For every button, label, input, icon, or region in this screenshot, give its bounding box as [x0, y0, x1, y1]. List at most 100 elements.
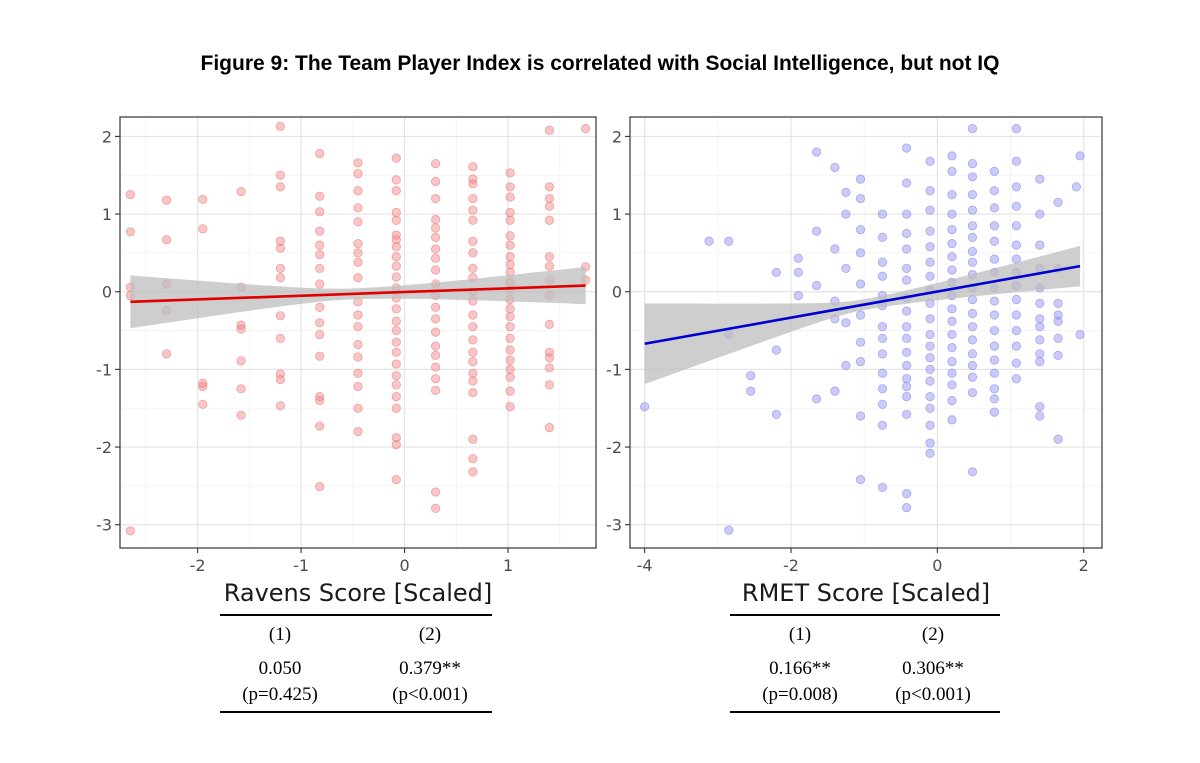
- x-tick-label: -4: [637, 556, 653, 575]
- data-point: [275, 263, 285, 274]
- data-point: [925, 448, 935, 458]
- data-point: [925, 376, 935, 386]
- data-point: [1011, 358, 1021, 368]
- data-point: [989, 254, 1000, 264]
- x-tick-label: 2: [1079, 556, 1089, 575]
- data-point: [236, 324, 246, 334]
- data-point: [1011, 221, 1021, 231]
- x-tick-label: 1: [503, 556, 513, 575]
- data-point: [275, 170, 285, 180]
- data-point: [236, 186, 246, 197]
- data-point: [925, 271, 935, 281]
- data-point: [353, 352, 363, 362]
- y-tick-label: -3: [96, 516, 112, 535]
- data-point: [505, 345, 515, 355]
- data-point: [640, 402, 650, 412]
- data-point: [1035, 209, 1045, 219]
- data-point: [315, 421, 325, 431]
- data-point: [902, 333, 912, 343]
- data-point: [877, 333, 888, 343]
- data-point: [353, 248, 363, 258]
- data-point: [198, 194, 208, 204]
- data-point: [391, 403, 401, 413]
- data-point: [161, 349, 172, 359]
- data-point: [391, 391, 401, 402]
- data-point: [967, 467, 978, 477]
- data-point: [902, 489, 912, 499]
- data-point: [391, 153, 401, 163]
- data-point: [275, 333, 285, 343]
- data-point: [947, 265, 957, 275]
- data-point: [431, 503, 441, 513]
- data-point: [1053, 333, 1063, 343]
- data-point: [841, 318, 851, 328]
- data-point: [275, 311, 285, 321]
- data-point: [353, 273, 363, 283]
- data-point: [315, 329, 325, 340]
- x-tick-label: -2: [783, 556, 799, 575]
- panel-border: [119, 116, 597, 549]
- data-point: [925, 226, 935, 236]
- data-point: [947, 395, 957, 406]
- data-point: [315, 482, 325, 492]
- data-point: [431, 314, 441, 324]
- data-point: [468, 335, 478, 345]
- data-point: [855, 337, 866, 347]
- data-point: [198, 399, 208, 409]
- data-point: [544, 193, 555, 204]
- data-point: [505, 364, 515, 374]
- data-point: [830, 386, 840, 396]
- data-point: [391, 316, 401, 326]
- data-point: [431, 350, 441, 361]
- data-point: [431, 302, 441, 312]
- data-point: [505, 168, 515, 178]
- data-point: [877, 368, 888, 378]
- data-point: [947, 380, 957, 390]
- x-axis-label: RMET Score [Scaled]: [742, 579, 990, 607]
- data-point: [877, 209, 888, 219]
- data-point: [877, 349, 888, 359]
- data-point: [967, 221, 978, 231]
- data-point: [1035, 174, 1045, 184]
- data-point: [1075, 329, 1085, 340]
- confidence-band: [644, 245, 1081, 385]
- data-point: [989, 355, 1000, 365]
- data-point: [391, 186, 401, 196]
- data-point: [855, 411, 866, 421]
- data-point: [925, 156, 935, 166]
- data-point: [877, 482, 888, 493]
- data-point: [505, 355, 515, 365]
- confidence-band: [130, 266, 586, 329]
- data-point: [161, 235, 172, 245]
- data-point: [947, 357, 957, 367]
- data-point: [1011, 341, 1021, 351]
- data-point: [1011, 201, 1021, 211]
- data-point: [275, 121, 285, 131]
- data-point: [544, 252, 555, 262]
- data-point: [505, 240, 515, 250]
- x-tick-label: 0: [399, 556, 409, 575]
- data-point: [353, 310, 363, 320]
- data-point: [1011, 182, 1021, 192]
- data-point: [793, 253, 803, 263]
- table-pvalue-col2: (p<0.001): [392, 684, 468, 705]
- data-point: [902, 347, 912, 357]
- data-point: [967, 335, 978, 345]
- data-point: [468, 236, 478, 246]
- data-point: [544, 347, 555, 357]
- data-point: [505, 192, 515, 202]
- data-point: [315, 263, 325, 274]
- data-point: [967, 372, 978, 382]
- data-point: [989, 368, 1000, 378]
- data-point: [125, 227, 135, 237]
- data-point: [989, 394, 1000, 404]
- x-axis-label: Ravens Score [Scaled]: [224, 579, 493, 607]
- data-point: [505, 252, 515, 262]
- data-point: [1011, 310, 1021, 320]
- data-point: [967, 360, 978, 371]
- data-point: [967, 349, 978, 359]
- data-point: [468, 248, 478, 258]
- table-bottom-rule: [220, 711, 492, 713]
- data-point: [989, 384, 1000, 394]
- data-point: [468, 322, 478, 332]
